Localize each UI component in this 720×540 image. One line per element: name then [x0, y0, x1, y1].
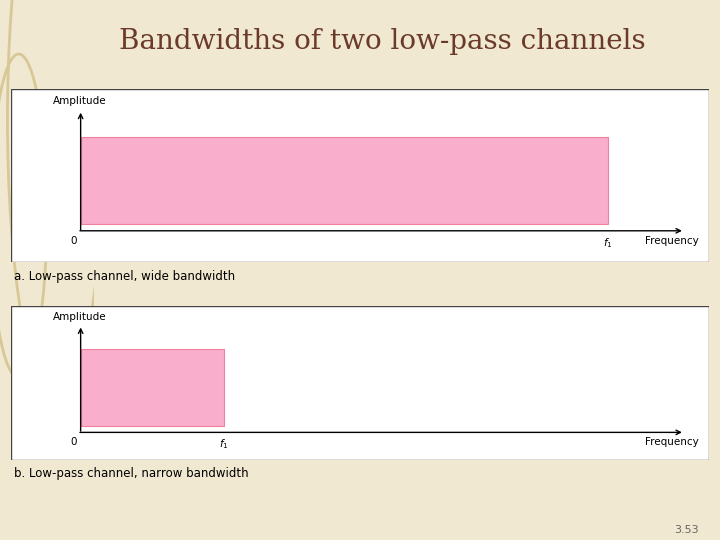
- Text: b. Low-pass channel, narrow bandwidth: b. Low-pass channel, narrow bandwidth: [14, 467, 249, 480]
- Text: Frequency: Frequency: [645, 437, 698, 447]
- Bar: [81, 349, 224, 426]
- Text: Frequency: Frequency: [645, 236, 698, 246]
- Text: $f_1$: $f_1$: [603, 236, 613, 250]
- Text: a. Low-pass channel, wide bandwidth: a. Low-pass channel, wide bandwidth: [14, 270, 235, 283]
- Text: 0: 0: [71, 236, 77, 246]
- Text: 0: 0: [71, 437, 77, 447]
- Text: Amplitude: Amplitude: [53, 312, 107, 321]
- Text: Amplitude: Amplitude: [53, 96, 107, 106]
- Text: Bandwidths of two low-pass channels: Bandwidths of two low-pass channels: [119, 28, 645, 55]
- Text: 3.53: 3.53: [674, 524, 698, 535]
- Bar: [81, 138, 608, 224]
- Text: $f_1$: $f_1$: [219, 437, 229, 451]
